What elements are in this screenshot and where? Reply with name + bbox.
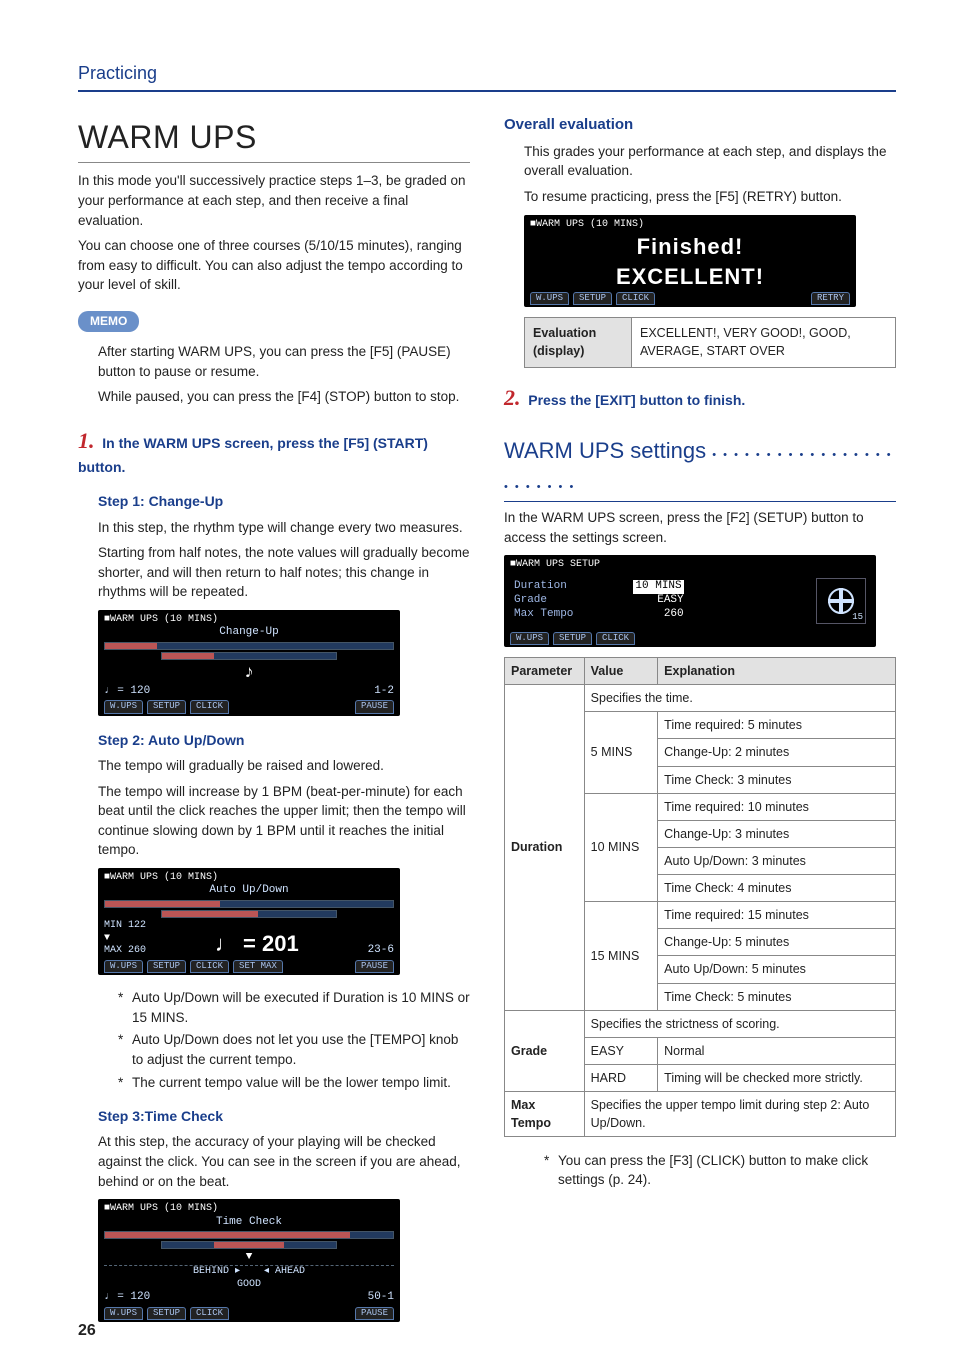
- page-number: 26: [78, 1319, 96, 1342]
- breadcrumb: Practicing: [78, 60, 896, 92]
- right-column: Overall evaluation This grades your perf…: [504, 114, 896, 1332]
- param-grade: Grade: [505, 1010, 585, 1091]
- step2-notes: Auto Up/Down will be executed if Duratio…: [78, 988, 470, 1092]
- step3-title: Step 3:Time Check: [98, 1106, 470, 1126]
- eval-values: EXCELLENT!, VERY GOOD!, GOOD, AVERAGE, S…: [632, 318, 896, 367]
- eval-header: Evaluation (display): [525, 318, 632, 367]
- intro-1: In this mode you'll successively practic…: [78, 171, 470, 230]
- param-duration: Duration: [505, 685, 585, 1011]
- screenshot-autoupdown: ■WARM UPS (10 MINS) Auto Up/Down MIN 122…: [98, 868, 400, 975]
- click-footnote: You can press the [F3] (CLICK) button to…: [504, 1151, 896, 1190]
- heading-warmups-settings: WARM UPS settings • • • • • • • • • • • …: [504, 435, 896, 502]
- step-1-action: 1. In the WARM UPS screen, press the [F5…: [78, 425, 470, 477]
- gear-icon: 15: [816, 578, 866, 624]
- step2-p1: The tempo will gradually be raised and l…: [98, 756, 470, 776]
- memo-text-1: After starting WARM UPS, you can press t…: [98, 342, 470, 381]
- step-1-text: In the WARM UPS screen, press the [F5] (…: [78, 435, 428, 475]
- evaluation-table: Evaluation (display) EXCELLENT!, VERY GO…: [524, 317, 896, 367]
- settings-intro: In the WARM UPS screen, press the [F2] (…: [504, 508, 896, 547]
- memo-badge: MEMO: [78, 311, 139, 332]
- step1-p1: In this step, the rhythm type will chang…: [98, 518, 470, 538]
- parameters-table: Parameter Value Explanation Duration Spe…: [504, 657, 896, 1137]
- overall-p1: This grades your performance at each ste…: [524, 142, 896, 181]
- step2-p2: The tempo will increase by 1 BPM (beat-p…: [98, 782, 470, 860]
- overall-title: Overall evaluation: [504, 114, 896, 136]
- screenshot-timecheck: ■WARM UPS (10 MINS) Time Check ▼ BEHIND …: [98, 1199, 400, 1322]
- step-number-1: 1.: [78, 428, 95, 453]
- step-2-text: Press the [EXIT] button to finish.: [528, 392, 745, 408]
- screenshot-changeup: ■WARM UPS (10 MINS) Change-Up ♪ ♩ = 120 …: [98, 610, 400, 716]
- screenshot-finished: ■WARM UPS (10 MINS) Finished! EXCELLENT!…: [524, 215, 856, 308]
- heading-warmups: WARM UPS: [78, 114, 470, 163]
- step2-title: Step 2: Auto Up/Down: [98, 730, 470, 750]
- overall-p2: To resume practicing, press the [F5] (RE…: [524, 187, 896, 207]
- screenshot-setup: ■WARM UPS SETUP Duration Grade Max Tempo…: [504, 555, 876, 647]
- step1-title: Step 1: Change-Up: [98, 491, 470, 511]
- memo-text-2: While paused, you can press the [F4] (ST…: [98, 387, 470, 407]
- step3-p1: At this step, the accuracy of your playi…: [98, 1132, 470, 1191]
- step-2-action: 2. Press the [EXIT] button to finish.: [504, 382, 896, 414]
- param-maxtempo: Max Tempo: [505, 1092, 585, 1137]
- left-column: WARM UPS In this mode you'll successivel…: [78, 114, 470, 1332]
- step1-p2: Starting from half notes, the note value…: [98, 543, 470, 602]
- intro-2: You can choose one of three courses (5/1…: [78, 236, 470, 295]
- step-number-2: 2.: [504, 385, 521, 410]
